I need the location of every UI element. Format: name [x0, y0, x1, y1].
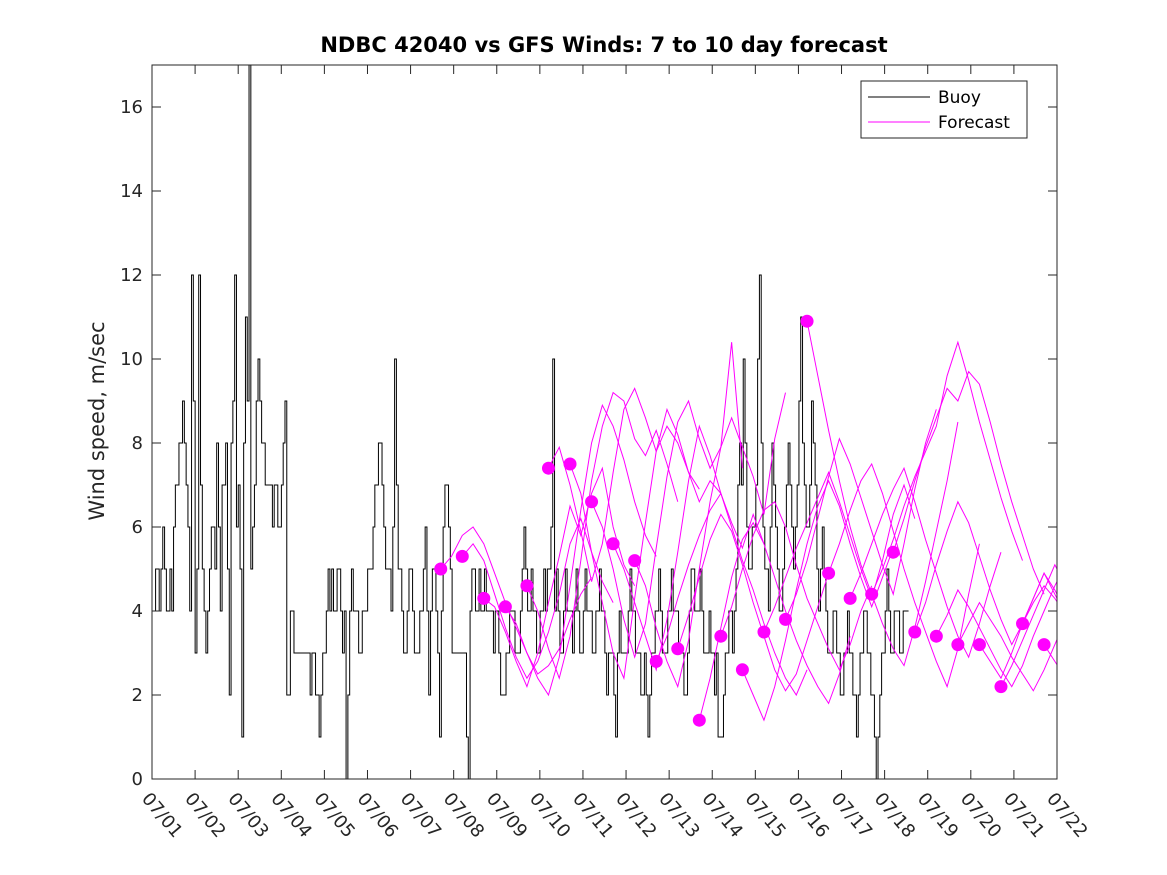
- forecast-run-line-3: [504, 403, 657, 697]
- y-tick-label: 14: [120, 181, 143, 202]
- forecast-initial-point-4: [520, 579, 534, 593]
- forecast-initial-point-23: [929, 629, 943, 643]
- forecast-initial-point-6: [563, 457, 577, 471]
- forecast-initial-point-2: [477, 591, 491, 605]
- axes-frame: [151, 64, 1058, 780]
- forecast-initial-point-14: [735, 663, 749, 677]
- forecast-initial-point-8: [606, 537, 620, 551]
- forecast-initial-point-13: [714, 629, 728, 643]
- y-tick-label: 2: [132, 685, 143, 706]
- forecast-run-line-26: [1000, 563, 1057, 687]
- forecast-run-line-6: [569, 407, 722, 681]
- y-tick-label: 4: [132, 601, 143, 622]
- legend-buoy-label: Buoy: [938, 88, 981, 108]
- forecast-run-line-18: [828, 462, 980, 689]
- forecast-run-line-17: [806, 321, 959, 667]
- y-tick-label: 8: [132, 433, 143, 454]
- y-tick-label: 10: [120, 349, 143, 370]
- forecast-run-line-21: [892, 370, 1045, 595]
- y-tick-label: 12: [120, 265, 143, 286]
- forecast-initial-point-24: [951, 638, 965, 652]
- forecast-initial-point-11: [671, 642, 685, 656]
- forecast-initial-point-10: [649, 654, 663, 668]
- forecast-run-line-0: [440, 526, 592, 675]
- legend: Buoy Forecast: [860, 80, 1028, 139]
- forecast-run-line-2: [483, 466, 636, 689]
- forecast-run-line-10: [655, 492, 808, 697]
- forecast-initial-point-7: [585, 495, 599, 509]
- forecast-initial-point-5: [541, 461, 555, 475]
- forecast-initial-point-0: [434, 562, 448, 576]
- forecast-initial-point-19: [843, 591, 857, 605]
- forecast-run-line-16: [785, 409, 937, 620]
- forecast-run-line-12: [698, 521, 851, 721]
- forecast-initial-point-9: [628, 554, 642, 568]
- forecast-initial-point-20: [865, 587, 879, 601]
- forecast-run-line-9: [634, 392, 786, 689]
- forecast-initial-point-3: [498, 600, 512, 614]
- chart-title: NDBC 42040 vs GFS Winds: 7 to 10 day for…: [320, 33, 887, 57]
- forecast-initial-point-1: [455, 549, 469, 563]
- forecast-initial-point-18: [822, 566, 836, 580]
- plot-area: [152, 65, 1057, 779]
- forecast-initial-point-12: [692, 713, 706, 727]
- forecast-run-line-1: [461, 517, 614, 680]
- legend-forecast-label: Forecast: [938, 113, 1010, 133]
- forecast-run-line-23: [935, 580, 1057, 688]
- forecast-initial-point-21: [886, 545, 900, 559]
- forecast-initial-point-28: [1037, 638, 1051, 652]
- forecast-run-line-11: [677, 513, 830, 692]
- forecast-run-line-8: [612, 424, 765, 672]
- y-tick-label: 6: [132, 517, 143, 538]
- forecast-initial-point-26: [994, 680, 1008, 694]
- series-group: [152, 65, 1057, 779]
- forecast-run-line-25: [979, 572, 1057, 680]
- forecast-run-line-19: [849, 466, 1002, 659]
- forecast-run-line-24: [957, 601, 1057, 692]
- buoy-series-line: [152, 65, 909, 779]
- y-tick-label: 16: [120, 97, 143, 118]
- y-axis-label: Wind speed, m/sec: [85, 321, 109, 520]
- legend-box: [860, 80, 1028, 139]
- forecast-run-line-15: [763, 471, 916, 633]
- forecast-initial-point-27: [1016, 617, 1030, 631]
- forecast-initial-point-15: [757, 625, 771, 639]
- forecast-initial-point-25: [972, 638, 986, 652]
- forecast-run-line-27: [1022, 584, 1057, 624]
- y-tick-label: 0: [132, 769, 143, 790]
- axes-background: [152, 65, 1057, 779]
- forecast-initial-point-22: [908, 625, 922, 639]
- forecast-initial-point-17: [800, 314, 814, 328]
- forecast-run-line-20: [871, 340, 1023, 595]
- forecast-run-line-7: [591, 342, 743, 659]
- forecast-initial-point-16: [779, 612, 792, 626]
- forecast-run-line-13: [720, 501, 873, 671]
- forecast-run-line-5: [548, 387, 700, 582]
